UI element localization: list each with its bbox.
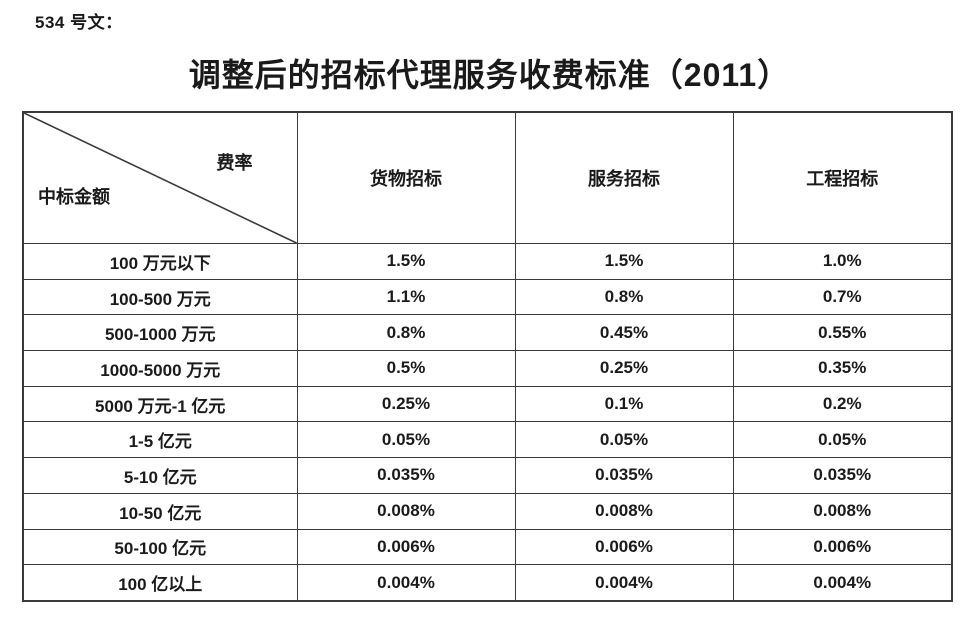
- table-row: 500-1000 万元 0.8% 0.45% 0.55%: [22, 314, 953, 352]
- rate-cell: 1.0%: [732, 243, 953, 280]
- corner-label-amount: 中标金额: [38, 187, 110, 207]
- row-label: 50-100 亿元: [22, 528, 298, 566]
- rate-cell: 0.55%: [732, 314, 953, 352]
- fee-table: 费率 中标金额 货物招标 服务招标 工程招标 100 万元以下 1.5% 1.5% 1…: [22, 111, 953, 602]
- rate-cell: 1.5%: [514, 243, 734, 280]
- rate-cell: 0.05%: [296, 421, 516, 459]
- rate-cell: 0.05%: [514, 421, 734, 459]
- column-header-goods-bidding: 货物招标: [296, 111, 516, 244]
- rate-cell: 0.035%: [296, 457, 516, 494]
- page-title: 调整后的招标代理服务收费标准（2011）: [188, 57, 791, 93]
- row-label: 5000 万元-1 亿元: [22, 385, 298, 423]
- row-label: 10-50 亿元: [22, 492, 298, 530]
- rate-cell: 0.25%: [296, 385, 516, 423]
- row-label: 5-10 亿元: [22, 457, 298, 494]
- corner-header-cell: 费率 中标金额: [22, 111, 298, 244]
- rate-cell: 0.008%: [296, 492, 516, 530]
- table-row: 100 万元以下 1.5% 1.5% 1.0%: [22, 243, 953, 280]
- rate-cell: 0.25%: [514, 350, 734, 387]
- rate-cell: 0.7%: [732, 278, 953, 316]
- doc-number-label: 534 号文：: [35, 13, 123, 32]
- rate-cell: 0.004%: [732, 564, 953, 602]
- rate-cell: 0.006%: [296, 528, 516, 566]
- header-row: 费率 中标金额 货物招标 服务招标 工程招标: [22, 111, 953, 244]
- rate-cell: 0.004%: [514, 564, 734, 602]
- rate-cell: 0.45%: [514, 314, 734, 352]
- row-label: 100 万元以下: [22, 243, 298, 280]
- table-row: 50-100 亿元 0.006% 0.006% 0.006%: [22, 528, 953, 566]
- row-label: 500-1000 万元: [22, 314, 298, 352]
- corner-label-rate: 费率: [216, 153, 253, 173]
- rate-cell: 0.35%: [732, 350, 953, 387]
- row-label: 1-5 亿元: [22, 421, 298, 459]
- column-header-engineering-bidding: 工程招标: [732, 111, 953, 244]
- rate-cell: 0.8%: [514, 278, 734, 316]
- table-row: 1-5 亿元 0.05% 0.05% 0.05%: [22, 421, 953, 459]
- row-label: 1000-5000 万元: [22, 350, 298, 387]
- table-row: 1000-5000 万元 0.5% 0.25% 0.35%: [22, 350, 953, 387]
- rate-cell: 0.2%: [732, 385, 953, 423]
- rate-cell: 0.008%: [514, 492, 734, 530]
- table-row: 5000 万元-1 亿元 0.25% 0.1% 0.2%: [22, 385, 953, 423]
- table-row: 10-50 亿元 0.008% 0.008% 0.008%: [22, 492, 953, 530]
- rate-cell: 0.8%: [296, 314, 516, 352]
- rate-cell: 0.05%: [732, 421, 953, 459]
- rate-cell: 1.5%: [296, 243, 516, 280]
- column-header-service-bidding: 服务招标: [514, 111, 734, 244]
- row-label: 100 亿以上: [22, 564, 298, 602]
- rate-cell: 0.008%: [732, 492, 953, 530]
- table-row: 100-500 万元 1.1% 0.8% 0.7%: [22, 278, 953, 316]
- diagonal-divider-line: [24, 113, 296, 243]
- rate-cell: 0.004%: [296, 564, 516, 602]
- row-label: 100-500 万元: [22, 278, 298, 316]
- table-row: 100 亿以上 0.004% 0.004% 0.004%: [22, 564, 953, 602]
- rate-cell: 0.035%: [514, 457, 734, 494]
- rate-cell: 0.1%: [514, 385, 734, 423]
- rate-cell: 0.035%: [732, 457, 953, 494]
- rate-cell: 1.1%: [296, 278, 516, 316]
- table-row: 5-10 亿元 0.035% 0.035% 0.035%: [22, 457, 953, 494]
- rate-cell: 0.5%: [296, 350, 516, 387]
- rate-cell: 0.006%: [732, 528, 953, 566]
- rate-cell: 0.006%: [514, 528, 734, 566]
